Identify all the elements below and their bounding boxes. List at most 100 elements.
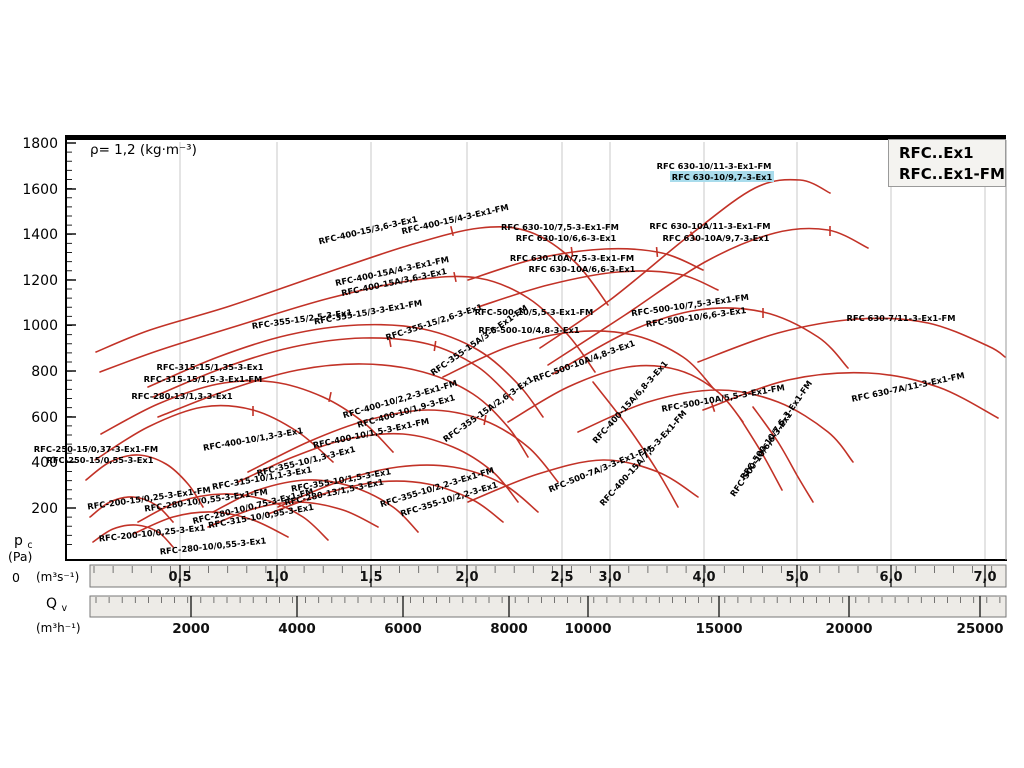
legend-box: RFC..Ex1 RFC..Ex1-FM: [888, 139, 1006, 187]
fan-curve: [467, 247, 704, 281]
y-tick-label: 200: [31, 501, 58, 517]
m3s-tick-label: 1,5: [359, 570, 382, 585]
y-tick-label: 600: [31, 410, 58, 426]
curve-label: RFC-400-10/1,3-3-Ex1: [202, 425, 304, 452]
m3h-tick-label: 6000: [384, 621, 422, 637]
fan-curve: [539, 178, 831, 349]
fan-curve: [467, 459, 699, 503]
y-tick-label: 1400: [22, 227, 58, 243]
fan-curve: [152, 337, 514, 401]
x-axis-title: Q v: [46, 596, 67, 614]
fan-curve: [547, 227, 869, 366]
fan-curve: [267, 480, 504, 523]
y-axis-line: [65, 135, 67, 560]
curve-limit-tick: [453, 271, 457, 283]
fan-curve: [99, 275, 596, 373]
m3h-tick-label: 25000: [957, 621, 1004, 637]
fan-curve: [739, 417, 783, 491]
density-annotation: ρ= 1,2 (kg·m⁻³): [90, 142, 197, 158]
curve-label: RFC-250-15/0,55-3-Ex1: [46, 455, 153, 465]
curve-label: RFC-250-15/0,37-3-Ex1-FM: [34, 444, 158, 454]
curve-label: RFC-315-15/1,35-3-Ex1: [156, 362, 263, 372]
curve-label: RFC 630-7/11-3-Ex1-FM: [847, 313, 956, 323]
y-tick-label: 1000: [22, 318, 58, 334]
pressure-symbol: p: [14, 533, 23, 549]
curve-label-highlight: [670, 171, 774, 182]
m3h-tick-label: 2000: [172, 621, 210, 637]
curve-limit-tick: [483, 414, 487, 426]
fan-curve: [477, 270, 719, 308]
curve-label: RFC 630-10A/11-3-Ex1-FM: [649, 221, 770, 231]
flow-symbol: Q: [46, 596, 58, 612]
curve-label: RFC-500-10/4,8-3-Ex1: [478, 325, 579, 335]
y-tick-label: 800: [31, 364, 58, 380]
fan-curve: [94, 404, 334, 463]
fan-curve: [592, 381, 679, 508]
curve-label: RFC 630-10A/7,5-3-Ex1-FM: [510, 253, 634, 263]
legend-line-ex1: RFC..Ex1: [899, 144, 974, 162]
pressure-subscript: c: [27, 540, 33, 551]
fan-curve: [207, 501, 379, 528]
y-tick-label: 1800: [22, 136, 58, 152]
fan-curve: [577, 389, 854, 463]
plot-top-border: [66, 135, 1006, 140]
curve-label: RFC 630-10A/6,6-3-Ex1: [529, 264, 636, 274]
y-axis-title: p c: [14, 533, 33, 551]
fan-curve: [95, 225, 609, 353]
m3s-tick-label: 2,0: [455, 570, 478, 585]
curve-limit-tick: [388, 336, 392, 348]
m3h-tick-label: 20000: [826, 621, 873, 637]
m3h-tick-label: 4000: [278, 621, 316, 637]
fan-curve: [237, 432, 519, 503]
fan-curve: [697, 317, 1006, 363]
curve-limit-tick: [689, 231, 697, 241]
fan-curve: [147, 323, 544, 418]
fan-curve: [92, 524, 174, 548]
curve-label: RFC 630-10/11-3-Ex1-FM: [657, 161, 772, 171]
m3h-tick-label: 8000: [490, 621, 528, 637]
y-axis-zero: 0: [12, 570, 20, 585]
flow-subscript: v: [61, 603, 68, 614]
curve-limit-tick: [328, 391, 332, 403]
curve-label: RFC-315-15/1,5-3-Ex1-FM: [144, 374, 263, 384]
fan-curve: [247, 409, 559, 483]
m3s-tick-label: 1,0: [265, 570, 288, 585]
fan-curve: [507, 364, 744, 423]
curve-label: RFC 630-10/7,5-3-Ex1-FM: [501, 222, 619, 232]
fan-curve: [89, 496, 174, 523]
legend-line-ex1-fm: RFC..Ex1-FM: [899, 165, 1005, 183]
fan-curve: [212, 479, 419, 533]
fan-curve: [702, 371, 999, 419]
curve-label: RFC-400-15A/6,8-3-Ex1: [590, 358, 670, 445]
curve-label: RFC-280-10/0,55-3-Ex1: [159, 535, 267, 556]
curve-label: RFC-500-10/5,5-3-Ex1-FM: [475, 307, 594, 317]
curve-label: RFC 630-10/6,6-3-Ex1: [516, 233, 617, 243]
curve-limit-tick: [570, 246, 574, 258]
y-axis-unit: (Pa): [8, 549, 33, 564]
m3h-tick-label: 15000: [696, 621, 743, 637]
m3s-tick-label: 6,0: [879, 570, 902, 585]
m3s-tick-label: 4,0: [692, 570, 715, 585]
curve-limit-tick: [655, 246, 659, 258]
fan-curve: [157, 363, 529, 458]
fan-curve: [442, 330, 714, 389]
curve-limit-tick: [433, 340, 437, 352]
m3s-tick-label: 7,0: [973, 570, 996, 585]
y-tick-label: 1600: [22, 182, 58, 198]
m3h-tick-label: 10000: [565, 621, 612, 637]
curve-label: RFC 630-10/9,7-3-Ex1: [672, 172, 773, 182]
m3s-tick-label: 3,0: [598, 570, 621, 585]
fan-curve: [752, 406, 814, 503]
y-tick-label: 1200: [22, 273, 58, 289]
x-axis-line: [65, 559, 1007, 561]
x-axis-unit-m3h: (m³h⁻¹): [36, 621, 81, 635]
m3s-tick-label: 5,0: [785, 570, 808, 585]
curve-label: RFC-280-13/1,3-3-Ex1: [131, 391, 232, 401]
m3s-tick-label: 2,5: [550, 570, 573, 585]
curve-label: RFC-500-10A/4,8-3-Ex1: [532, 338, 637, 384]
fan-curve: [137, 493, 329, 541]
curve-limit-tick: [450, 225, 454, 237]
fan-curve: [85, 454, 204, 508]
